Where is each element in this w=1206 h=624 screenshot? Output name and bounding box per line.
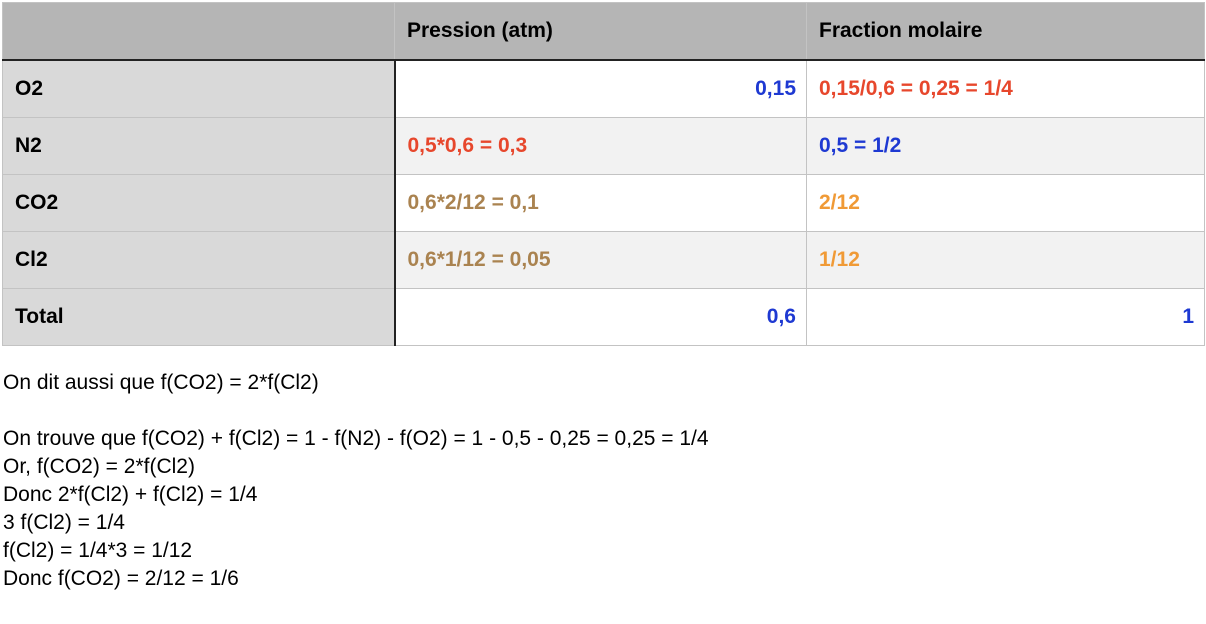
cell-o2-fraction: 0,15/0,6 = 0,25 = 1/4: [806, 59, 1205, 118]
note-line-blank: [3, 397, 1203, 425]
note-line: Or, f(CO2) = 2*f(Cl2): [3, 455, 195, 478]
cell-total-fraction: 1: [806, 288, 1205, 346]
table-row-total: Total 0,6 1: [2, 288, 1205, 346]
row-label-total: Total: [2, 288, 396, 346]
column-header-fraction: Fraction molaire: [806, 2, 1205, 61]
cell-co2-pression: 0,6*2/12 = 0,1: [394, 174, 807, 232]
cell-n2-pression: 0,5*0,6 = 0,3: [394, 117, 807, 175]
pressure-fraction-table: Pression (atm) Fraction molaire O2 0,15 …: [2, 2, 1205, 346]
table-row-o2: O2 0,15 0,15/0,6 = 0,25 = 1/4: [2, 59, 1205, 118]
note-line: Donc 2*f(Cl2) + f(Cl2) = 1/4: [3, 483, 258, 506]
table-row-n2: N2 0,5*0,6 = 0,3 0,5 = 1/2: [2, 117, 1205, 175]
cell-cl2-pression: 0,6*1/12 = 0,05: [394, 231, 807, 289]
row-label-cl2: Cl2: [2, 231, 396, 289]
row-label-n2: N2: [2, 117, 396, 175]
column-header-pression: Pression (atm): [394, 2, 807, 61]
cell-n2-fraction: 0,5 = 1/2: [806, 117, 1205, 175]
table-row-cl2: Cl2 0,6*1/12 = 0,05 1/12: [2, 231, 1205, 289]
cell-o2-pression: 0,15: [394, 59, 807, 118]
row-label-co2: CO2: [2, 174, 396, 232]
note-line: 3 f(Cl2) = 1/4: [3, 511, 125, 534]
header-row: Pression (atm) Fraction molaire: [2, 2, 1205, 61]
row-label-o2: O2: [2, 59, 396, 118]
cell-total-pression: 0,6: [394, 288, 807, 346]
corner-header-cell: [2, 2, 395, 61]
table-row-co2: CO2 0,6*2/12 = 0,1 2/12: [2, 174, 1205, 232]
note-line: f(Cl2) = 1/4*3 = 1/12: [3, 539, 193, 562]
cell-cl2-fraction: 1/12: [806, 231, 1205, 289]
note-line: Donc f(CO2) = 2/12 = 1/6: [3, 567, 239, 590]
note-line: On dit aussi que f(CO2) = 2*f(Cl2): [3, 371, 319, 394]
worked-solution-text: On dit aussi que f(CO2) = 2*f(Cl2) On tr…: [3, 369, 1203, 593]
note-line: On trouve que f(CO2) + f(Cl2) = 1 - f(N2…: [3, 427, 709, 450]
cell-co2-fraction: 2/12: [806, 174, 1205, 232]
